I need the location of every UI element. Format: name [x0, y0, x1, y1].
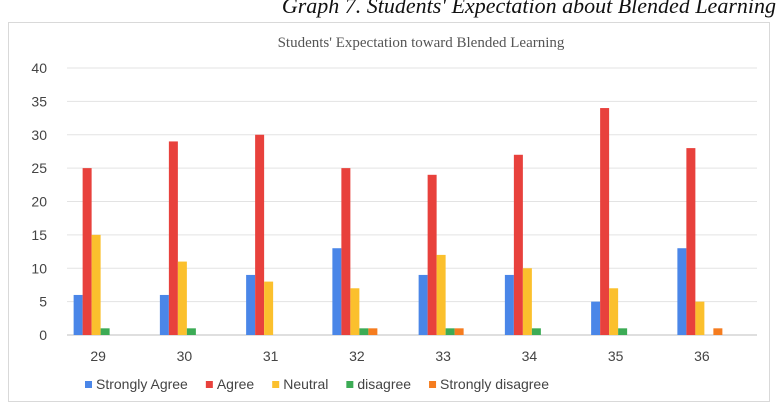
- x-tick-label: 30: [177, 348, 193, 364]
- legend-swatch-strongly-disagree: [429, 381, 437, 388]
- bar-strongly-agree-30: [159, 294, 169, 335]
- x-tick-label: 32: [349, 348, 365, 364]
- legend-swatch-disagree: [346, 381, 354, 388]
- legend-swatch-agree: [205, 381, 213, 388]
- y-tick-label: 30: [31, 127, 47, 143]
- bar-neutral-31: [264, 281, 274, 335]
- bars: [73, 108, 723, 335]
- bar-strongly-disagree-36: [713, 328, 723, 335]
- legend-label: Strongly disagree: [440, 376, 549, 392]
- y-tick-label: 40: [31, 60, 47, 76]
- bar-agree-35: [600, 108, 610, 335]
- bar-neutral-36: [695, 301, 705, 335]
- y-tick-label: 0: [39, 327, 47, 343]
- bar-agree-34: [513, 154, 523, 335]
- x-tick-label: 31: [263, 348, 279, 364]
- bar-neutral-29: [91, 234, 101, 335]
- x-tick-label: 33: [435, 348, 451, 364]
- bar-strongly-agree-29: [73, 294, 83, 335]
- figure-caption: Graph 7. Students' Expectation about Ble…: [281, 0, 776, 18]
- chart-frame: Students' Expectation toward Blended Lea…: [8, 22, 770, 402]
- legend-label: Neutral: [283, 376, 328, 392]
- bar-disagree-29: [100, 328, 110, 335]
- bar-strongly-disagree-32: [368, 328, 378, 335]
- bar-strongly-agree-32: [332, 248, 342, 335]
- bar-neutral-32: [350, 288, 360, 335]
- bar-chart: Students' Expectation toward Blended Lea…: [31, 35, 757, 392]
- y-tick-label: 10: [31, 260, 47, 276]
- legend-swatch-neutral: [272, 381, 280, 388]
- bar-strongly-agree-36: [677, 248, 687, 335]
- bar-agree-33: [427, 174, 437, 335]
- x-tick-label: 35: [608, 348, 624, 364]
- y-tick-label: 35: [31, 93, 47, 109]
- bar-agree-29: [82, 168, 92, 335]
- bar-strongly-agree-31: [246, 274, 256, 335]
- bar-agree-31: [255, 134, 265, 335]
- legend-label: Agree: [217, 376, 255, 392]
- bar-neutral-35: [609, 288, 619, 335]
- bar-strongly-agree-33: [418, 274, 428, 335]
- y-tick-label: 5: [39, 294, 47, 310]
- bar-disagree-32: [359, 328, 369, 335]
- bar-disagree-30: [186, 328, 196, 335]
- bar-disagree-34: [531, 328, 541, 335]
- bar-strongly-disagree-33: [454, 328, 464, 335]
- bar-strongly-agree-35: [591, 301, 601, 335]
- y-axis: 0 5 10 15 20 25 30 35 40: [31, 60, 47, 343]
- y-tick-label: 15: [31, 227, 47, 243]
- bar-agree-30: [168, 141, 178, 335]
- bar-strongly-agree-34: [504, 274, 514, 335]
- legend: Strongly Agree Agree Neutral disagree Strong…: [85, 376, 549, 392]
- x-axis: 29 30 31 32 33 34 35 36: [90, 348, 710, 364]
- x-tick-label: 29: [90, 348, 106, 364]
- bar-neutral-33: [436, 254, 446, 335]
- bar-disagree-35: [618, 328, 628, 335]
- x-tick-label: 34: [522, 348, 538, 364]
- chart-title: Students' Expectation toward Blended Lea…: [278, 35, 565, 51]
- bar-disagree-33: [445, 328, 455, 335]
- legend-label: Strongly Agree: [96, 376, 188, 392]
- y-tick-label: 25: [31, 160, 47, 176]
- x-tick-label: 36: [694, 348, 710, 364]
- legend-swatch-strongly-agree: [85, 381, 92, 388]
- bar-agree-32: [341, 168, 351, 335]
- legend-label: disagree: [357, 376, 411, 392]
- bar-neutral-34: [522, 268, 532, 335]
- bar-neutral-30: [177, 261, 187, 335]
- y-tick-label: 20: [31, 194, 47, 210]
- bar-agree-36: [686, 148, 696, 335]
